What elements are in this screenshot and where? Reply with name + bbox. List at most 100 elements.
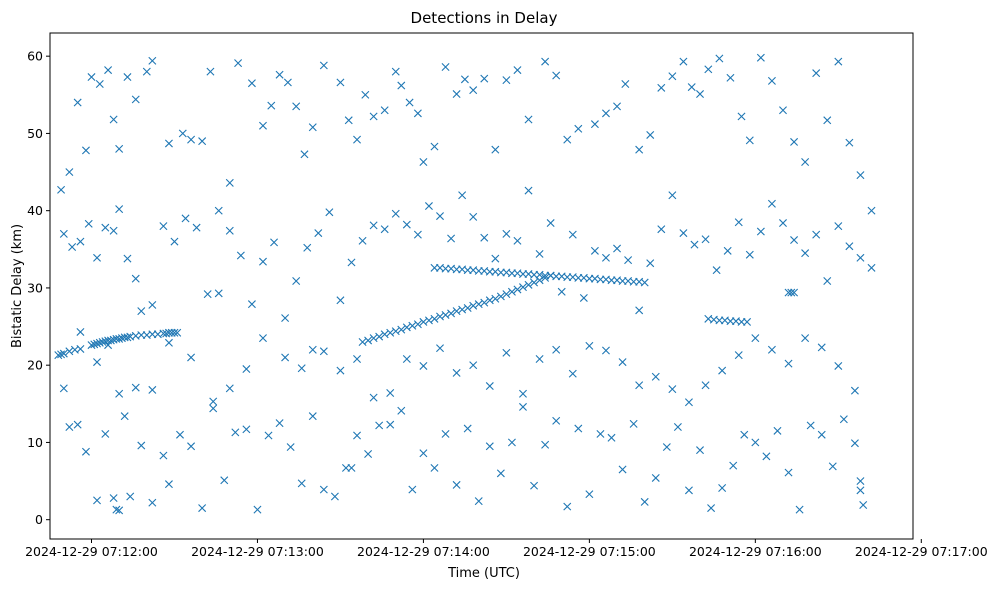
data-point [787,288,796,297]
data-point [734,218,743,227]
data-point [148,300,157,309]
data-point [668,385,677,394]
data-point [95,79,104,88]
data-point [436,212,444,221]
data-point [170,328,179,337]
data-point [784,359,793,368]
data-point [336,366,345,375]
data-point [784,468,793,477]
data-point [361,90,370,99]
data-point [336,78,345,87]
data-point [801,334,810,343]
data-point [242,365,251,374]
data-point [726,73,735,82]
x-tick-label: 2024-12-29 07:15:00 [523,544,656,559]
data-point [613,102,622,111]
data-point [176,430,184,439]
data-point [859,501,868,509]
data-point [115,334,124,343]
data-point [635,306,644,315]
data-point [123,73,132,82]
data-point [397,325,406,334]
data-point [590,120,599,129]
data-point [258,257,267,266]
data-point [596,429,605,438]
data-point [790,137,799,146]
data-point [823,116,832,125]
data-point [225,226,234,235]
data-point [834,57,843,66]
data-point [524,186,533,195]
data-point [635,381,644,390]
data-point [751,438,760,447]
data-point [319,61,328,70]
data-point [530,278,539,287]
data-point [621,79,630,88]
data-point [756,227,765,236]
data-point [712,266,721,275]
data-point [402,355,411,363]
data-point [737,112,746,121]
data-point [281,314,290,323]
data-point [779,219,787,228]
data-point [308,345,317,354]
plot-area [49,32,914,540]
data-point [629,419,638,428]
data-point [405,98,414,107]
data-point [247,300,256,309]
data-point [790,288,799,297]
scatter-markers [54,53,876,515]
data-point [756,53,765,62]
data-point [812,69,821,78]
data-point [142,67,151,76]
data-point [164,139,173,148]
data-point [84,219,93,228]
data-point [413,230,422,239]
data-point [668,191,677,200]
data-point [131,383,140,392]
data-point [59,384,68,393]
data-point [541,57,550,66]
data-point [480,298,489,307]
data-point [358,236,367,245]
data-point [491,294,500,303]
data-point [198,137,207,146]
data-point [109,226,118,235]
data-point [563,502,572,511]
data-point [779,106,787,115]
data-point [364,450,373,459]
data-point [59,349,68,358]
data-point [424,202,433,211]
data-point [267,101,276,110]
data-point [419,158,428,166]
data-point [283,78,292,87]
data-point [480,74,489,83]
data-point [568,230,577,239]
data-point [574,424,583,433]
data-point [87,73,96,82]
data-point [430,463,439,472]
data-point [297,364,306,373]
data-point [546,219,555,228]
data-point [353,355,362,363]
data-point [137,307,146,316]
data-point [369,221,378,230]
data-point [220,476,229,485]
data-point [303,243,312,252]
data-point [325,208,334,217]
data-point [513,285,522,294]
data-point [646,259,655,268]
data-point [115,506,124,515]
data-point [178,129,187,138]
data-point [613,244,622,253]
data-point [856,171,865,180]
data-point [767,199,776,208]
x-tick-label: 2024-12-29 07:13:00 [191,544,324,559]
data-point [131,274,140,283]
data-point [101,223,110,232]
data-point [834,361,843,370]
data-point [563,135,572,144]
data-point [673,422,682,431]
data-point [424,316,433,325]
data-point [353,431,362,440]
